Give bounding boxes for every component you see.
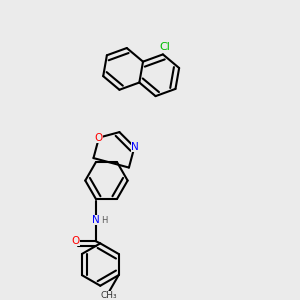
Text: N: N	[92, 215, 100, 225]
Text: N: N	[130, 142, 138, 152]
Text: Cl: Cl	[159, 42, 170, 52]
Text: H: H	[101, 216, 107, 225]
Text: CH₃: CH₃	[100, 291, 117, 300]
Text: O: O	[71, 236, 80, 246]
Text: O: O	[95, 133, 103, 142]
